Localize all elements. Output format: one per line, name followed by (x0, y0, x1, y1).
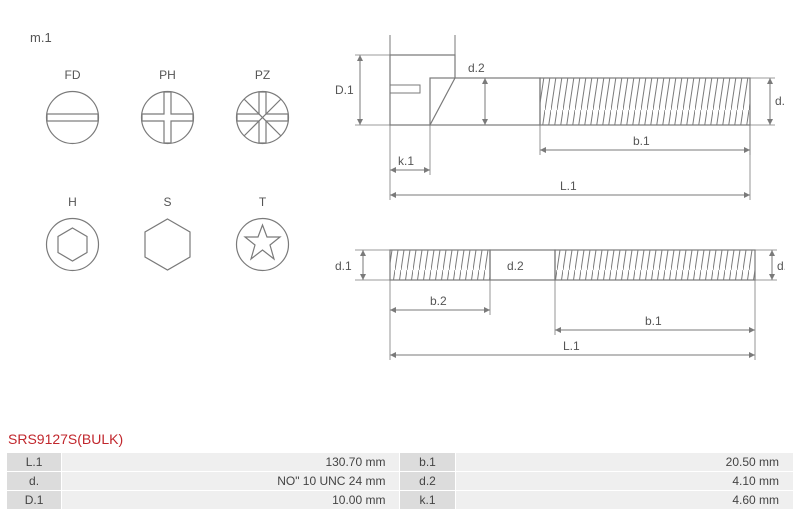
svg-text:d.2: d.2 (507, 259, 524, 273)
product-code: SRS9127S(BULK) (8, 431, 123, 447)
spec-value: 20.50 mm (455, 453, 793, 472)
spec-label: k.1 (400, 491, 455, 510)
svg-text:d.: d. (777, 259, 785, 273)
drive-s: S (140, 195, 195, 272)
drive-pz: PZ (235, 68, 290, 145)
screw-diagrams: D.1 d.2 d. k.1 b.1 L.1 (335, 30, 785, 410)
svg-text:b.2: b.2 (430, 294, 447, 308)
drive-types-row1: FD PH PZ (45, 68, 290, 145)
drive-fd-label: FD (65, 68, 81, 82)
hex-external-icon (140, 217, 195, 272)
diagram-area: m.1 FD PH PZ (0, 0, 800, 423)
spec-value: 10.00 mm (62, 491, 400, 510)
pozidriv-icon (235, 90, 290, 145)
drive-fd: FD (45, 68, 100, 145)
spec-value: 4.60 mm (455, 491, 793, 510)
screw-bottom: d.2 d.1 d. b.2 b.1 L.1 (335, 250, 785, 360)
svg-text:d.2: d.2 (468, 61, 485, 75)
spec-value: 4.10 mm (455, 472, 793, 491)
slot-icon (45, 90, 100, 145)
torx-icon (235, 217, 290, 272)
drive-ph-label: PH (159, 68, 176, 82)
table-row: d. NO" 10 UNC 24 mm d.2 4.10 mm (7, 472, 794, 491)
spec-value: NO" 10 UNC 24 mm (62, 472, 400, 491)
svg-text:L.1: L.1 (563, 339, 580, 353)
spec-table: L.1 130.70 mm b.1 20.50 mm d. NO" 10 UNC… (6, 452, 794, 510)
meta-label: m.1 (30, 30, 52, 45)
screw-top: D.1 d.2 d. k.1 b.1 L.1 (335, 35, 785, 200)
drive-h: H (45, 195, 100, 272)
drive-ph: PH (140, 68, 195, 145)
svg-text:b.1: b.1 (645, 314, 662, 328)
hex-socket-icon (45, 217, 100, 272)
spec-label: d.2 (400, 472, 455, 491)
drive-s-label: S (163, 195, 171, 209)
phillips-icon (140, 90, 195, 145)
svg-text:d.1: d.1 (335, 259, 352, 273)
drive-types-row2: H S T (45, 195, 290, 272)
svg-text:L.1: L.1 (560, 179, 577, 193)
drive-h-label: H (68, 195, 77, 209)
spec-label: b.1 (400, 453, 455, 472)
svg-text:d.: d. (775, 94, 785, 108)
drive-pz-label: PZ (255, 68, 270, 82)
svg-text:D.1: D.1 (335, 83, 354, 97)
spec-label: D.1 (7, 491, 62, 510)
drive-t: T (235, 195, 290, 272)
table-row: L.1 130.70 mm b.1 20.50 mm (7, 453, 794, 472)
svg-text:k.1: k.1 (398, 154, 414, 168)
spec-label: d. (7, 472, 62, 491)
svg-text:b.1: b.1 (633, 134, 650, 148)
drive-t-label: T (259, 195, 266, 209)
spec-label: L.1 (7, 453, 62, 472)
spec-value: 130.70 mm (62, 453, 400, 472)
table-row: D.1 10.00 mm k.1 4.60 mm (7, 491, 794, 510)
